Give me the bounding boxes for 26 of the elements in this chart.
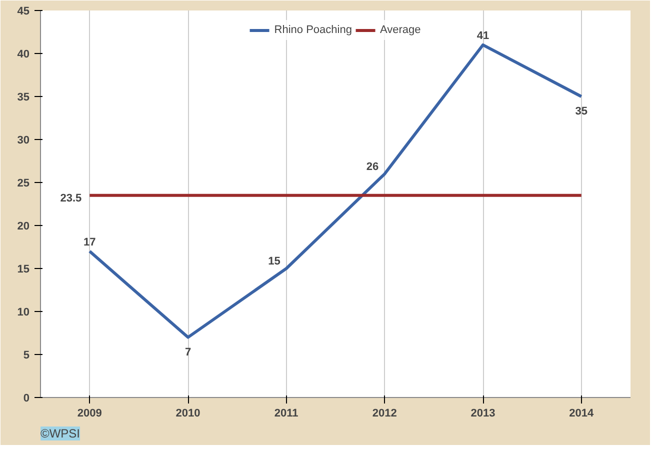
- x-tick-label: 2014: [569, 408, 594, 420]
- y-tick-label: 35: [17, 92, 30, 104]
- y-tick-label: 0: [23, 392, 30, 404]
- data-label: 41: [476, 30, 490, 42]
- x-tick-label: 2013: [470, 408, 496, 420]
- y-tick-label: 15: [17, 264, 30, 276]
- x-tick-label: 2009: [77, 408, 102, 420]
- y-tick-label: 5: [23, 350, 30, 362]
- data-label: 15: [268, 256, 280, 268]
- data-label: 23.5: [60, 192, 82, 204]
- y-tick-label: 45: [17, 6, 30, 18]
- y-tick-label: 30: [17, 134, 30, 146]
- data-label: 26: [366, 160, 379, 173]
- y-tick-label: 20: [17, 220, 30, 232]
- y-tick-label: 25: [17, 178, 30, 190]
- x-tick-label: 2010: [176, 408, 200, 420]
- y-tick-label: 10: [17, 306, 30, 318]
- legend-label: Rhino Poaching: [274, 24, 352, 36]
- x-tick-label: 2011: [274, 408, 298, 420]
- y-tick-label: 40: [17, 48, 30, 60]
- data-label: 7: [184, 346, 192, 358]
- data-label: 35: [575, 106, 588, 118]
- text: ©WPSI: [40, 426, 80, 440]
- x-tick-label: 2012: [372, 408, 397, 420]
- legend-label: Average: [380, 24, 421, 36]
- data-label: 17: [84, 236, 96, 248]
